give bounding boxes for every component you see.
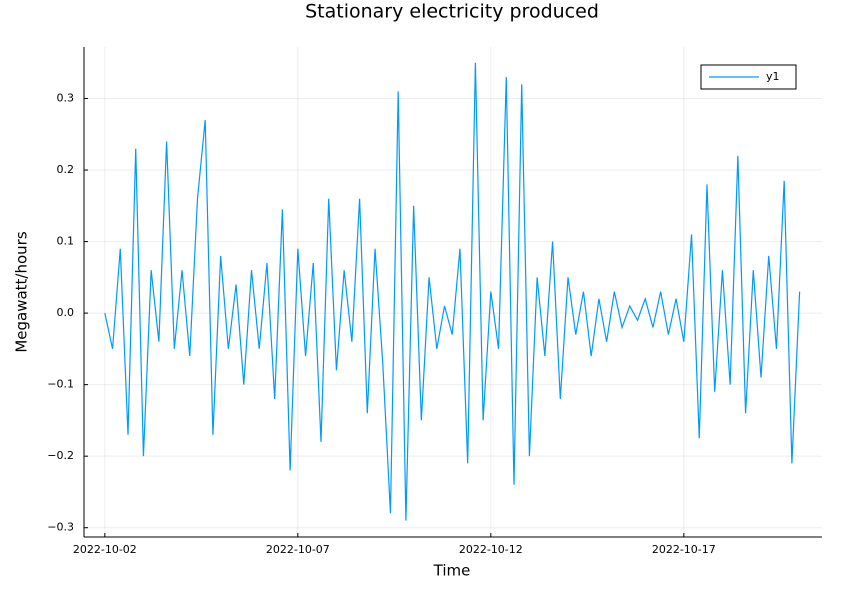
y-tick-label: −0.2 <box>47 449 74 462</box>
legend-label: y1 <box>766 70 780 83</box>
y-tick-label: 0.1 <box>57 235 75 248</box>
data-line <box>104 62 801 521</box>
y-tick-label: 0.3 <box>57 92 75 105</box>
y-tick-label: 0.0 <box>57 306 75 319</box>
x-tick-label: 2022-10-02 <box>73 543 137 556</box>
y-tick-label: −0.3 <box>47 521 74 534</box>
chart-title: Stationary electricity produced <box>305 1 599 23</box>
y-axis-label: Megawatt/hours <box>13 231 31 353</box>
x-tick-label: 2022-10-07 <box>266 543 330 556</box>
y-tick-label: 0.2 <box>57 163 75 176</box>
x-tick-label: 2022-10-12 <box>459 543 523 556</box>
x-tick-label: 2022-10-17 <box>652 543 716 556</box>
y-tick-label: −0.1 <box>47 378 74 391</box>
x-axis-label: Time <box>433 562 471 580</box>
